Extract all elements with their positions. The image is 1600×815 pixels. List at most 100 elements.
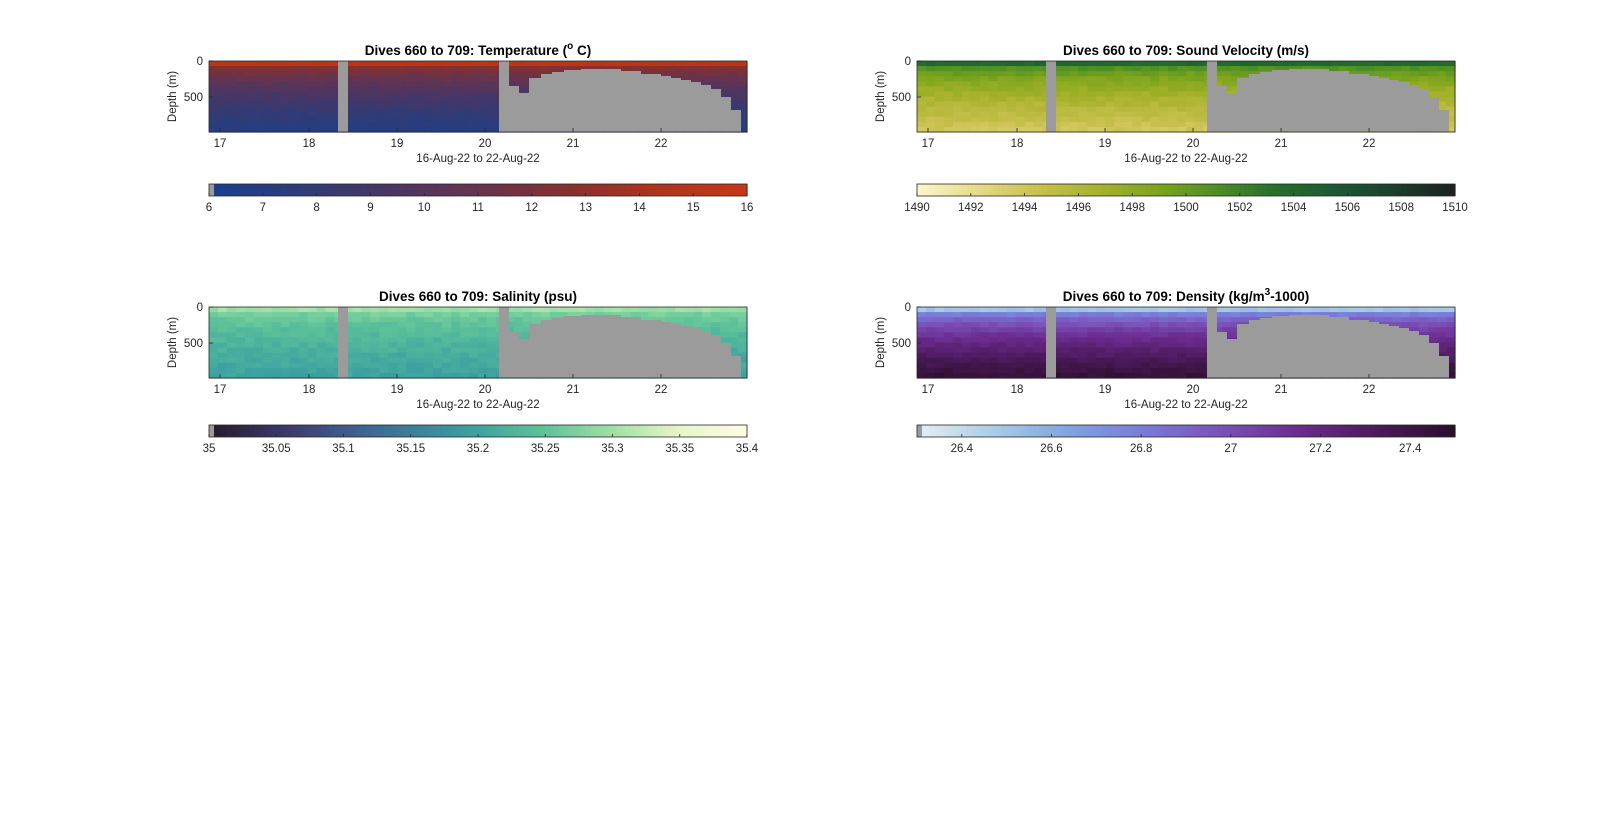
colorbar-segment [415,184,421,196]
colorbar-segment [1378,184,1384,196]
colorbar-segment [970,425,976,437]
colorbar-segment [612,425,618,437]
heatmap-cell [1123,111,1133,118]
heatmap-cell [433,126,443,133]
heatmap-cell [406,126,416,133]
heatmap-cell [325,337,336,344]
heatmap-cell [1257,307,1268,313]
heatmap-cell [451,347,461,354]
heatmap-cell [280,76,291,82]
heatmap-cell [469,307,479,313]
heatmap-cell [244,111,255,118]
heatmap-cell [934,61,945,67]
heatmap-cell [1123,352,1133,359]
heatmap-cell [1060,357,1071,364]
heatmap-cell [226,327,237,333]
heatmap-cell [1006,116,1017,123]
heatmap-cell [1365,317,1375,323]
heatmap-cell [979,101,990,108]
heatmap-cell [720,86,730,93]
heatmap-cell [531,317,542,323]
heatmap-cell [460,317,470,323]
heatmap-cell [979,61,990,67]
heatmap-cell [1239,312,1250,318]
heatmap-cell [397,76,407,82]
heatmap-cell [961,96,972,103]
heatmap-cell [478,332,488,339]
colorbar-segment [1029,425,1035,437]
heatmap-cell [1087,106,1097,113]
colorbar-segment [352,184,358,196]
heatmap-cell [988,116,999,123]
heatmap-cell [415,362,425,369]
heatmap-cell [469,317,479,323]
heatmap-cell [1419,81,1429,87]
heatmap-cell [325,101,336,108]
colorbar-segment [1289,425,1295,437]
colorbar-segment [464,184,470,196]
colorbar-segment [424,425,430,437]
heatmap-cell [684,312,694,318]
colorbar-segment [267,184,273,196]
heatmap-cell [352,337,363,344]
heatmap-cell [217,327,228,333]
colorbar-segment [1217,184,1223,196]
heatmap-cell [522,66,533,72]
heatmap-cell [226,111,237,118]
heatmap-cell [594,61,605,67]
heatmap-cell [917,327,927,333]
heatmap-cell [917,362,927,369]
heatmap-cell [917,337,927,344]
heatmap-cell [397,96,407,103]
seafloor-mask [1217,69,1449,132]
heatmap-cell [1105,66,1115,72]
heatmap-cell [1186,71,1196,77]
heatmap-cell [1114,86,1124,93]
heatmap-cell [979,76,990,82]
heatmap-cell [720,317,730,323]
heatmap-cell [307,352,318,359]
colorbar-segment [244,184,250,196]
heatmap-cell [1051,337,1062,344]
heatmap-cell [209,111,219,118]
heatmap-cell [1186,61,1196,67]
heatmap-cell [1015,372,1026,379]
heatmap-cell [352,116,363,123]
colorbar-segment [1257,184,1263,196]
heatmap-cell [988,322,999,328]
heatmap-cell [702,76,712,82]
colorbar-segment [1073,425,1079,437]
heatmap-cell [424,347,434,354]
heatmap-cell [316,307,327,313]
heatmap-cell [1194,121,1205,128]
colorbar-segment [1154,184,1160,196]
heatmap-cell [370,317,380,323]
colorbar-segment [943,184,949,196]
heatmap-cell [289,121,300,128]
heatmap-cell [298,357,309,364]
heatmap-cell [1123,317,1133,323]
heatmap-cell [397,101,407,108]
colorbar-segment [1127,425,1133,437]
heatmap-cell [1015,367,1026,374]
heatmap-cell [1024,121,1035,128]
heatmap-cell [361,352,371,359]
colorbar-tick-label: 27.2 [1309,443,1331,455]
colorbar-segment [1410,425,1416,437]
heatmap-cell [1069,362,1079,369]
heatmap-cell [1132,312,1142,318]
heatmap-cell [370,307,380,313]
colorbar-segment [1190,425,1196,437]
heatmap-cell [988,312,999,318]
heatmap-cell [1132,91,1142,98]
heatmap-cell [226,76,237,82]
heatmap-cell [370,126,380,133]
heatmap-cell [970,116,981,123]
heatmap-cell [262,101,273,108]
heatmap-cell [1150,372,1160,379]
heatmap-cell [513,71,524,77]
heatmap-cell [1392,71,1402,77]
colorbar-segment [720,425,726,437]
heatmap-cell [442,121,452,128]
heatmap-cell [1230,61,1241,67]
